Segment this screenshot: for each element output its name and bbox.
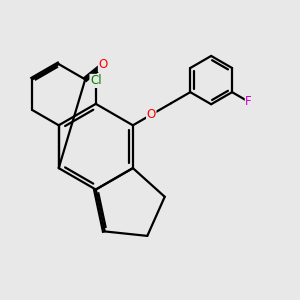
Text: O: O <box>147 108 156 121</box>
Text: O: O <box>98 58 108 71</box>
Text: Cl: Cl <box>90 74 102 87</box>
Text: F: F <box>245 95 252 108</box>
